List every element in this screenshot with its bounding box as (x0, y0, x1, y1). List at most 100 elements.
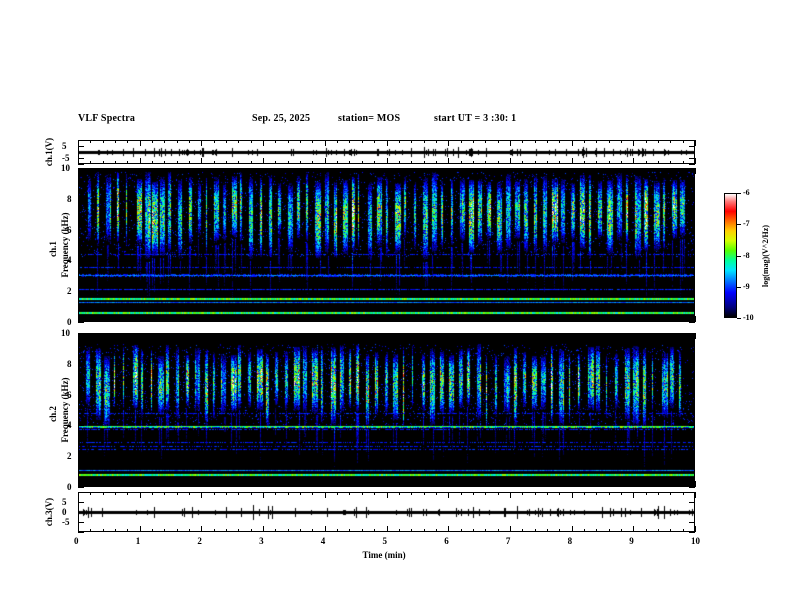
ch2-spectrogram-xtick (522, 333, 524, 336)
ch1-spectrogram-xtick (435, 168, 437, 171)
ch2-spectrogram-xtick (189, 333, 191, 336)
ch1-spectrogram-xtick (115, 168, 117, 171)
ch2-spectrogram-xtick (226, 484, 228, 487)
ch1-spectrogram-xtick (682, 168, 684, 171)
ch1-spectrogram-xtick (374, 168, 376, 171)
ch2-spectrogram-xtick (448, 481, 450, 487)
ch2-spectrogram-tick-label: 10 (61, 328, 70, 338)
ch1-spectrogram-xtick (238, 319, 240, 322)
ch1-spectrogram-xtick (226, 168, 228, 171)
xaxis-tick-label: 6 (444, 536, 449, 546)
ch2-spectrogram-ytick (689, 487, 695, 488)
ch1-spectrogram-xtick (201, 168, 203, 174)
ch3-waveform-label: ch.3(V) (44, 497, 54, 527)
ch2-spectrogram-ytick (689, 363, 695, 365)
ch2-spectrogram-xtick (657, 484, 659, 487)
ch1-spectrogram-xtick (583, 319, 585, 322)
ch1-spectrogram-xtick (324, 316, 326, 322)
ch3-waveform-xtick (695, 492, 696, 498)
ch2-spectrogram-xtick (497, 333, 499, 336)
ch1-spectrogram-xtick (287, 319, 289, 322)
ch1-spectrogram-ytick (692, 275, 695, 277)
ch2-spectrogram-xtick (374, 484, 376, 487)
ch1-waveform-ytick (78, 140, 84, 141)
ch1-spectrogram-xtick (534, 319, 536, 322)
ch1-spectrogram-xtick (472, 168, 474, 171)
ch1-spectrogram-xtick (695, 168, 696, 174)
ch2-spectrogram-xtick (608, 333, 610, 336)
ch2-spectrogram-xtick (90, 484, 92, 487)
ch2-spectrogram-ytick (78, 425, 84, 427)
ch1-spectrogram-xtick (633, 168, 635, 174)
spectrogram-canvas (79, 334, 694, 486)
ch2-spectrogram-xtick (300, 333, 302, 336)
ch1-spectrogram-xtick (695, 316, 696, 322)
ch1-frequency-axis-title: Frequency (kHz) (60, 212, 70, 278)
ch1-spectrogram-xtick (596, 319, 598, 322)
ch1-spectrogram-xtick (645, 168, 647, 171)
ch2-spectrogram-tick-label: 4 (67, 420, 72, 431)
ch1-waveform-ytick (689, 140, 695, 141)
ch1-spectrogram-ytick (692, 245, 695, 246)
ch1-spectrogram-xtick (337, 319, 339, 322)
ch2-spectrogram-xtick (374, 333, 376, 336)
ch2-spectrogram-xtick (608, 484, 610, 487)
ch1-spectrogram-xtick (361, 168, 363, 171)
colorbar-tick (737, 286, 741, 288)
ch2-spectrogram-xtick (213, 333, 215, 336)
ch1-spectrogram-xtick (398, 168, 400, 171)
ch1-spectrogram-xtick (250, 319, 252, 322)
ch1-spectrogram-xtick (645, 319, 647, 322)
ch2-spectrogram-xtick (139, 481, 141, 487)
ch1-spectrogram-ytick (692, 214, 695, 216)
ch2-spectrogram-xtick (386, 333, 388, 339)
ch2-spectrogram-xtick (78, 481, 79, 487)
ch1-spectrogram-xtick (583, 168, 585, 171)
ch2-spectrogram-label: ch.2 (48, 406, 58, 422)
ch3-waveform-ytick (689, 532, 695, 533)
ch2-spectrogram-xtick (238, 484, 240, 487)
ch1-spectrogram-xtick (546, 168, 548, 171)
ch2-spectrogram-xtick (596, 333, 598, 336)
ch1-spectrogram-xtick (435, 319, 437, 322)
spectrogram-canvas (79, 169, 694, 321)
ch3-waveform-ytick (78, 532, 84, 533)
ch1-spectrogram-xtick (78, 316, 79, 322)
ch1-spectrogram-xtick (460, 168, 462, 171)
ch2-spectrogram-xtick (238, 333, 240, 336)
ch3-waveform-xtick (695, 526, 696, 532)
ch2-spectrogram-xtick (102, 333, 104, 336)
ch1-spectrogram-ytick (78, 183, 81, 185)
xaxis-tick-label: 10 (691, 536, 700, 546)
xaxis-title: Time (min) (362, 550, 406, 560)
ch1-spectrogram-xtick (139, 168, 141, 174)
colorbar-tick (737, 318, 741, 319)
ch2-spectrogram-xtick (213, 484, 215, 487)
ch1-spectrogram-xtick (448, 168, 450, 174)
ch2-spectrogram-xtick (176, 333, 178, 336)
ch1-spectrogram-xtick (250, 168, 252, 171)
ch1-spectrogram-xtick (164, 319, 166, 322)
station-label: station= MOS (338, 113, 401, 124)
ch2-spectrogram-xtick (275, 333, 277, 336)
ch1-spectrogram-xtick (226, 319, 228, 322)
ch1-spectrogram-xtick (546, 319, 548, 322)
ch2-spectrogram-xtick (324, 333, 326, 339)
ch1-spectrogram-xtick (559, 319, 561, 322)
xaxis-tick-label: 4 (320, 536, 326, 546)
ch1-spectrogram-xtick (275, 319, 277, 322)
ch1-spectrogram-xtick (460, 319, 462, 322)
ch3-waveform-trace (78, 492, 695, 532)
ch1-spectrogram-xtick (90, 319, 92, 322)
ch2-spectrogram-xtick (633, 481, 635, 487)
ch1-waveform-tick-label: 5 (62, 141, 67, 151)
ch1-spectrogram-xtick (115, 319, 117, 322)
ch1-spectrogram-xtick (374, 319, 376, 322)
ch1-spectrogram-xtick (189, 319, 191, 322)
ch1-spectrogram-ytick (78, 291, 84, 293)
ch3-waveform-tick-label: 5 (62, 497, 67, 507)
ch1-spectrogram-xtick (361, 319, 363, 322)
ch2-spectrogram-ytick (689, 425, 695, 427)
colorbar-axis-title: log(mag)(V^2/Hz) (761, 224, 770, 287)
